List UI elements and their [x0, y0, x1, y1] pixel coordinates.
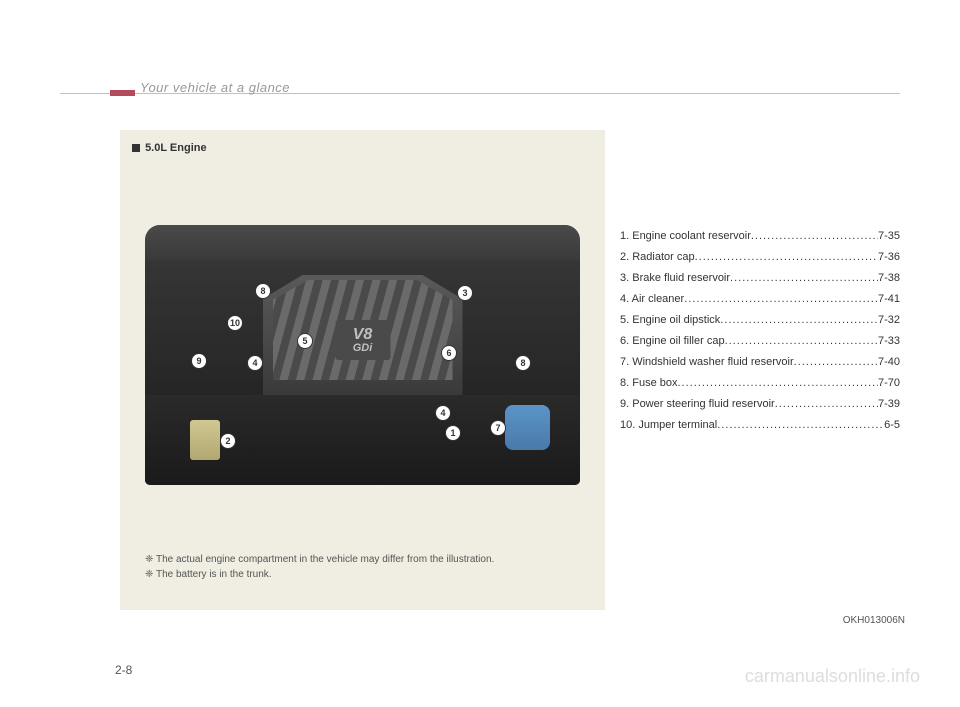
parts-item-label: 3. Brake fluid reservoir [620, 272, 730, 284]
parts-item-label: 9. Power steering fluid reservoir [620, 398, 775, 410]
parts-list-item: 2. Radiator cap ........................… [620, 251, 900, 263]
page-number: 2-8 [115, 663, 132, 677]
parts-list-item: 8. Fuse box ............................… [620, 377, 900, 389]
parts-item-dots: ........................................… [677, 377, 877, 389]
parts-item-dots: ........................................… [751, 230, 878, 242]
callout-8: 8 [515, 355, 531, 371]
page-container: Your vehicle at a glance 5.0L Engine V8 … [0, 0, 960, 707]
parts-list-item: 3. Brake fluid reservoir ...............… [620, 272, 900, 284]
parts-item-dots: ........................................… [695, 251, 878, 263]
watermark: carmanualsonline.info [745, 666, 920, 687]
v8-text: V8 [353, 327, 373, 343]
callout-8: 8 [255, 283, 271, 299]
parts-list-item: 10. Jumper terminal ....................… [620, 419, 900, 431]
callout-4: 4 [435, 405, 451, 421]
callout-6: 6 [441, 345, 457, 361]
parts-item-label: 10. Jumper terminal [620, 419, 717, 431]
engine-label-text: 5.0L Engine [145, 142, 207, 154]
parts-item-dots: ........................................… [717, 419, 884, 431]
footnote-2: ❈ The battery is in the trunk. [145, 567, 494, 582]
v8-badge: V8 GDi [335, 320, 390, 360]
engine-figure: 5.0L Engine V8 GDi 1 2 3 4 4 5 6 7 8 8 9 10 ❈ The a… [120, 130, 605, 610]
callout-3: 3 [457, 285, 473, 301]
parts-item-page: 6-5 [884, 419, 900, 431]
square-bullet-icon [132, 144, 140, 152]
parts-item-dots: ........................................… [725, 335, 878, 347]
parts-item-dots: ........................................… [720, 314, 878, 326]
parts-list-item: 6. Engine oil filler cap ...............… [620, 335, 900, 347]
figure-footnotes: ❈ The actual engine compartment in the v… [145, 552, 494, 582]
parts-item-page: 7-40 [878, 356, 900, 368]
reservoir-blue [505, 405, 550, 450]
parts-item-label: 8. Fuse box [620, 377, 677, 389]
parts-item-dots: ........................................… [730, 272, 878, 284]
parts-list-item: 5. Engine oil dipstick .................… [620, 314, 900, 326]
parts-item-page: 7-41 [878, 293, 900, 305]
callout-10: 10 [227, 315, 243, 331]
engine-bay: V8 GDi [145, 225, 580, 485]
parts-list-item: 1. Engine coolant reservoir ............… [620, 230, 900, 242]
parts-list-item: 4. Air cleaner .........................… [620, 293, 900, 305]
parts-item-page: 7-33 [878, 335, 900, 347]
callout-2: 2 [220, 433, 236, 449]
parts-item-page: 7-32 [878, 314, 900, 326]
callout-4: 4 [247, 355, 263, 371]
parts-item-page: 7-70 [878, 377, 900, 389]
gdi-text: GDi [353, 343, 373, 354]
callout-5: 5 [297, 333, 313, 349]
parts-item-dots: ........................................… [775, 398, 878, 410]
parts-item-label: 7. Windshield washer fluid reservoir [620, 356, 794, 368]
parts-item-dots: ........................................… [794, 356, 878, 368]
parts-list-item: 9. Power steering fluid reservoir ......… [620, 398, 900, 410]
parts-item-label: 1. Engine coolant reservoir [620, 230, 751, 242]
parts-item-dots: ........................................… [684, 293, 878, 305]
callout-9: 9 [191, 353, 207, 369]
callout-1: 1 [445, 425, 461, 441]
parts-item-label: 5. Engine oil dipstick [620, 314, 720, 326]
header-accent [110, 90, 135, 96]
parts-item-page: 7-36 [878, 251, 900, 263]
parts-item-label: 6. Engine oil filler cap [620, 335, 725, 347]
parts-item-label: 2. Radiator cap [620, 251, 695, 263]
parts-list-item: 7. Windshield washer fluid reservoir ...… [620, 356, 900, 368]
parts-item-page: 7-35 [878, 230, 900, 242]
parts-item-label: 4. Air cleaner [620, 293, 684, 305]
footnote-1: ❈ The actual engine compartment in the v… [145, 552, 494, 567]
parts-item-page: 7-39 [878, 398, 900, 410]
callout-7: 7 [490, 420, 506, 436]
image-code: OKH013006N [843, 615, 905, 626]
parts-item-page: 7-38 [878, 272, 900, 284]
reservoir-yellow [190, 420, 220, 460]
engine-variant-label: 5.0L Engine [132, 142, 207, 154]
engine-hood [145, 225, 580, 260]
parts-list: 1. Engine coolant reservoir ............… [620, 230, 900, 440]
engine-illustration: V8 GDi 1 2 3 4 4 5 6 7 8 8 9 10 [145, 225, 580, 485]
header-title: Your vehicle at a glance [140, 80, 290, 95]
